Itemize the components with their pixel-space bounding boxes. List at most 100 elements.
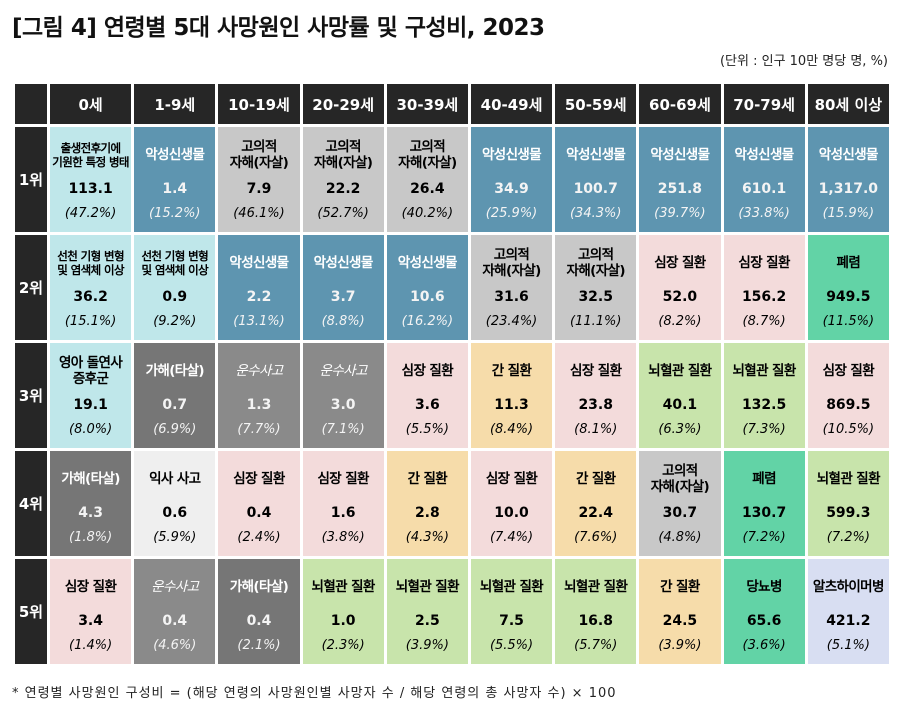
rank-label: 3위 <box>15 343 47 448</box>
age-header: 50-59세 <box>555 84 637 124</box>
table-row: 5위 심장 질환 3.4 (1.4%) 운수사고 0.4 (4.6%) 가해(타살) … <box>15 559 889 664</box>
death-rate: 949.5 <box>826 288 871 305</box>
composition-ratio: (4.6%) <box>153 637 197 653</box>
composition-ratio: (46.1%) <box>233 205 285 221</box>
composition-ratio: (6.3%) <box>658 421 702 437</box>
composition-ratio: (5.5%) <box>489 637 534 653</box>
cause-name: 간 질환 <box>407 470 448 487</box>
cause-cell: 간 질환 11.3 (8.4%) <box>470 343 553 448</box>
composition-ratio: (2.4%) <box>237 529 281 545</box>
death-rate: 32.5 <box>578 288 613 305</box>
composition-ratio: (39.7%) <box>654 205 706 221</box>
cause-cell: 악성신생물 2.2 (13.1%) <box>218 235 300 340</box>
death-rate: 36.2 <box>73 288 108 305</box>
cause-cell: 악성신생물 1,317.0 (15.9%) <box>807 127 889 232</box>
death-rate: 130.7 <box>741 504 787 521</box>
death-rate: 4.3 <box>78 504 103 521</box>
cause-cell: 간 질환 22.4 (7.6%) <box>555 451 637 556</box>
cause-cell: 고의적 자해(자살) 30.7 (4.8%) <box>639 451 721 556</box>
composition-ratio: (3.6%) <box>742 637 786 653</box>
cause-name: 악성신생물 <box>397 254 458 271</box>
age-header: 20-29세 <box>302 84 384 124</box>
death-rate: 1.0 <box>330 612 356 629</box>
cause-cell: 익사 사고 0.6 (5.9%) <box>134 451 216 556</box>
cause-cell: 가해(타살) 0.4 (2.1%) <box>218 559 300 664</box>
death-rate: 1.3 <box>246 396 272 413</box>
cause-name: 고의적 자해(자살) <box>650 462 710 495</box>
death-rate: 869.5 <box>826 396 871 413</box>
age-header: 30-39세 <box>386 84 468 124</box>
cause-name: 가해(타살) <box>145 362 205 379</box>
cause-cell: 운수사고 3.0 (7.1%) <box>302 343 384 448</box>
composition-ratio: (8.8%) <box>321 313 365 329</box>
death-cause-table: 0세 1-9세 10-19세 20-29세 30-39세 40-49세 50-59세 60-6… <box>12 81 892 667</box>
composition-ratio: (5.7%) <box>574 637 618 653</box>
cause-name: 운수사고 <box>151 578 199 595</box>
cause-cell: 고의적 자해(자살) 22.2 (52.7%) <box>302 127 384 232</box>
cause-name: 악성신생물 <box>650 146 710 163</box>
composition-ratio: (16.2%) <box>401 313 454 329</box>
cause-cell: 심장 질환 869.5 (10.5%) <box>807 343 889 448</box>
death-rate: 2.5 <box>414 612 440 629</box>
cause-name: 뇌혈관 질환 <box>816 470 881 487</box>
cause-name: 악성신생물 <box>481 146 542 163</box>
cause-cell: 운수사고 0.4 (4.6%) <box>134 559 216 664</box>
cause-cell: 악성신생물 34.9 (25.9%) <box>470 127 553 232</box>
age-header: 70-79세 <box>723 84 805 124</box>
death-rate: 19.1 <box>73 396 108 413</box>
death-rate: 599.3 <box>826 504 871 521</box>
composition-ratio: (7.2%) <box>826 529 870 545</box>
age-header: 80세 이상 <box>807 84 889 124</box>
composition-ratio: (8.0%) <box>69 421 113 437</box>
age-header: 10-19세 <box>218 84 300 124</box>
footnote: * 연령별 사망원인 구성비 = (해당 연령의 사망원인별 사망자 수 / 해… <box>12 686 617 701</box>
cause-name: 고의적 자해(자살) <box>398 138 457 171</box>
death-rate: 10.6 <box>410 288 445 305</box>
death-rate: 16.8 <box>578 612 613 629</box>
composition-ratio: (47.2%) <box>64 205 117 221</box>
composition-ratio: (7.4%) <box>489 529 534 545</box>
composition-ratio: (10.5%) <box>822 421 875 437</box>
cause-name: 선천 기형 변형 및 염색체 이상 <box>141 249 209 277</box>
composition-ratio: (4.8%) <box>658 529 702 545</box>
composition-ratio: (15.2%) <box>149 205 201 221</box>
death-rate: 11.3 <box>494 396 529 413</box>
table-row: 2위 선천 기형 변형 및 염색체 이상 36.2 (15.1%) 선천 기형 변형… <box>15 235 889 340</box>
cause-cell: 심장 질환 52.0 (8.2%) <box>639 235 721 340</box>
death-rate: 3.4 <box>78 612 103 629</box>
cause-name: 출생전후기에 기원한 특정 병태 <box>52 141 129 169</box>
death-rate: 3.0 <box>330 396 356 413</box>
cause-name: 뇌혈관 질환 <box>648 362 712 379</box>
death-rate: 3.6 <box>414 396 440 413</box>
age-header: 40-49세 <box>470 84 553 124</box>
death-rate: 10.0 <box>494 504 529 521</box>
cause-name: 악성신생물 <box>566 146 626 163</box>
table-row: 3위 영아 돌연사 증후군 19.1 (8.0%) 가해(타살) 0.7 (6.9%… <box>15 343 889 448</box>
cause-name: 심장 질환 <box>317 470 369 487</box>
cause-cell: 고의적 자해(자살) 32.5 (11.1%) <box>555 235 637 340</box>
composition-ratio: (13.1%) <box>233 313 285 329</box>
composition-ratio: (6.9%) <box>153 421 197 437</box>
death-rate: 26.4 <box>410 180 445 197</box>
cause-name: 심장 질환 <box>822 362 875 379</box>
cause-cell: 악성신생물 251.8 (39.7%) <box>639 127 721 232</box>
cause-cell: 가해(타살) 4.3 (1.8%) <box>50 451 132 556</box>
age-header: 1-9세 <box>134 84 216 124</box>
composition-ratio: (23.4%) <box>485 313 538 329</box>
death-rate: 0.9 <box>162 288 188 305</box>
cause-cell: 폐렴 130.7 (7.2%) <box>723 451 805 556</box>
cause-name: 심장 질환 <box>64 578 117 595</box>
cause-name: 뇌혈관 질환 <box>479 578 544 595</box>
composition-ratio: (7.3%) <box>742 421 786 437</box>
cause-cell: 알츠하이머병 421.2 (5.1%) <box>807 559 889 664</box>
cause-cell: 간 질환 2.8 (4.3%) <box>386 451 468 556</box>
cause-cell: 고의적 자해(자살) 31.6 (23.4%) <box>470 235 553 340</box>
composition-ratio: (8.1%) <box>574 421 618 437</box>
cause-name: 심장 질환 <box>401 362 454 379</box>
cause-cell: 악성신생물 3.7 (8.8%) <box>302 235 384 340</box>
death-rate: 132.5 <box>741 396 787 413</box>
cause-cell: 폐렴 949.5 (11.5%) <box>807 235 889 340</box>
composition-ratio: (1.4%) <box>69 637 113 653</box>
cause-name: 익사 사고 <box>149 470 201 487</box>
cause-name: 심장 질환 <box>233 470 285 487</box>
